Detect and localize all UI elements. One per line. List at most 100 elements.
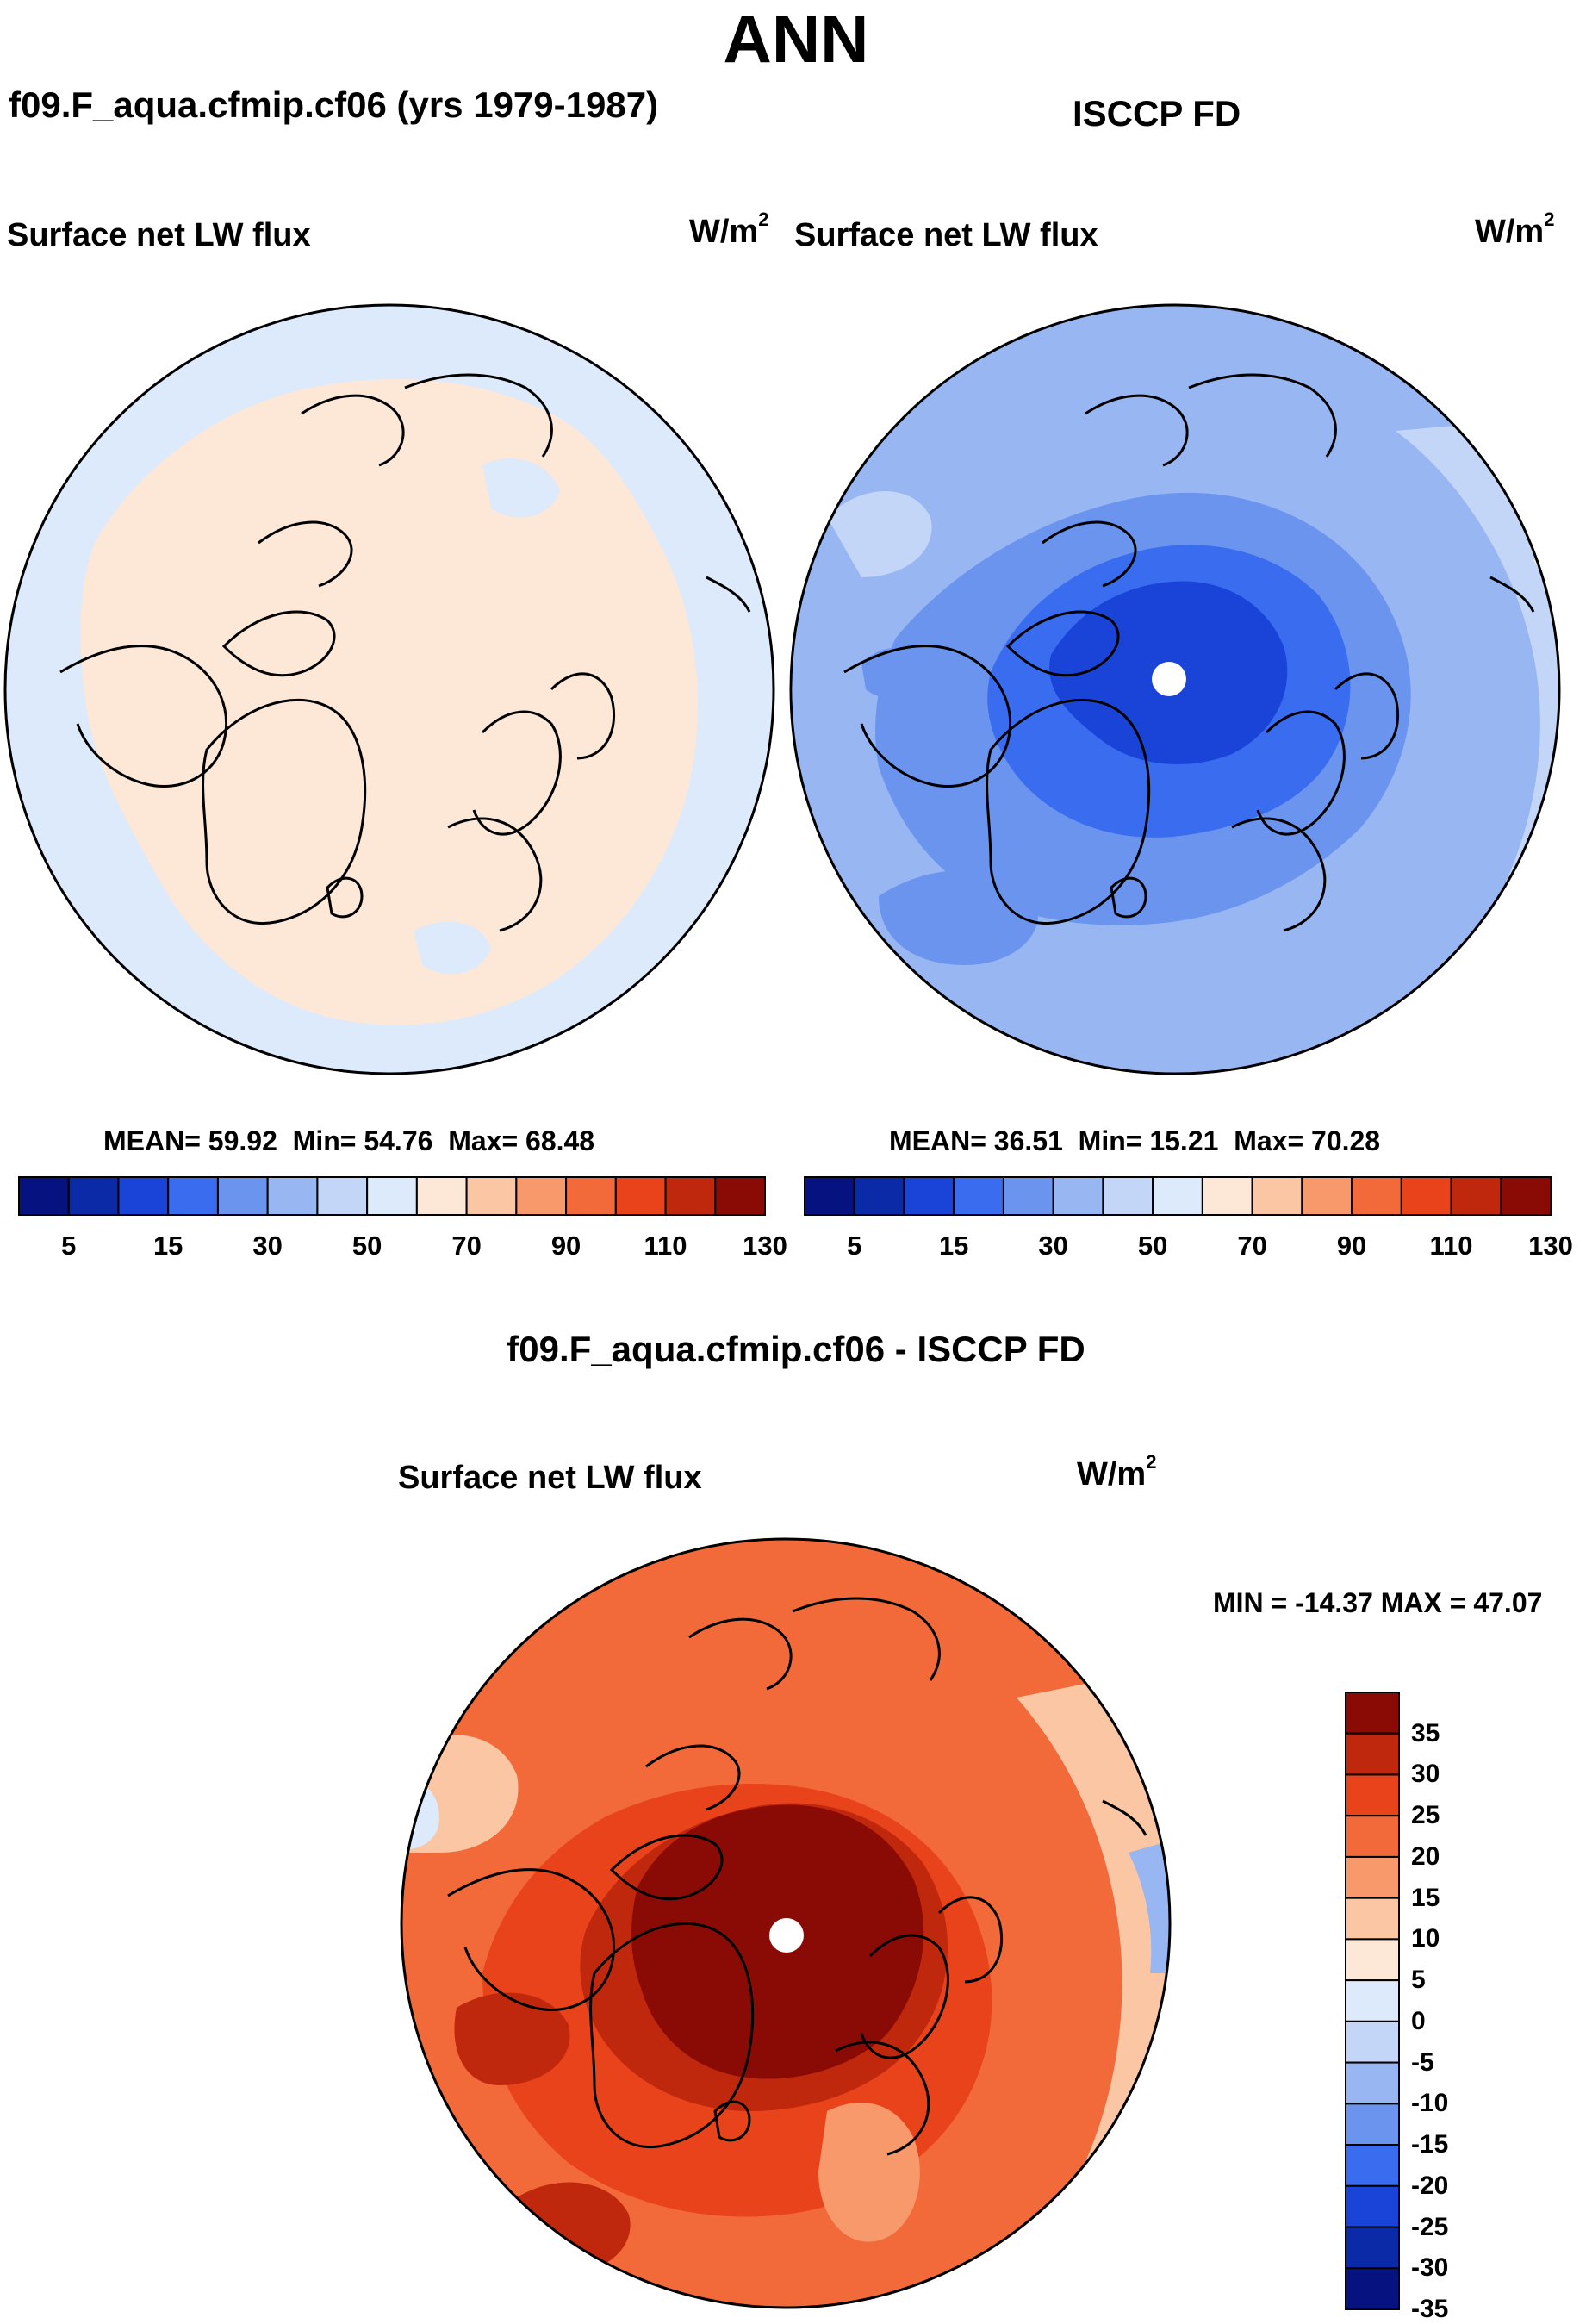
colorbar-tick-label: 110 <box>1429 1231 1473 1261</box>
colorbar-tick-label: 15 <box>938 1231 969 1261</box>
colorbar-tick-label: 90 <box>1336 1231 1367 1261</box>
colorbar-swatch <box>1345 2226 1400 2270</box>
colorbar-swatch <box>1345 2184 1400 2228</box>
colorbar-swatch <box>67 1176 120 1216</box>
obs-colorbar <box>804 1176 1552 1216</box>
colorbar-swatch <box>1400 1176 1452 1216</box>
colorbar-swatch <box>1345 2144 1400 2187</box>
colorbar-swatch <box>1251 1176 1303 1216</box>
colorbar-swatch <box>1345 1773 1400 1817</box>
colorbar-swatch <box>1002 1176 1054 1216</box>
colorbar-swatch <box>1345 2061 1400 2105</box>
colorbar-swatch <box>167 1176 219 1216</box>
diff-pole-hole <box>769 1918 804 1953</box>
colorbar-tick-label: -25 <box>1411 2212 1449 2241</box>
colorbar-swatch <box>1345 1732 1400 1776</box>
diff-minmax: MIN = -14.37 MAX = 47.07 <box>1213 1587 1543 1618</box>
colorbar-tick-label: 10 <box>1411 1924 1440 1953</box>
model-polar-map <box>3 303 775 1075</box>
diff-coastlines <box>447 1597 1147 2156</box>
obs-polar-map <box>789 303 1561 1075</box>
model-colorbar <box>18 1176 766 1216</box>
colorbar-swatch <box>804 1176 855 1216</box>
colorbar-swatch <box>1345 1855 1400 1899</box>
colorbar-tick-label: 130 <box>1528 1231 1573 1261</box>
colorbar-swatch <box>1351 1176 1402 1216</box>
colorbar-swatch <box>1345 2103 1400 2146</box>
colorbar-swatch <box>714 1176 766 1216</box>
model-units-label: W/m2 <box>689 209 769 250</box>
diff-variable-label: Surface net LW flux <box>398 1460 702 1496</box>
colorbar-tick-label: 50 <box>351 1231 382 1261</box>
colorbar-tick-label: -5 <box>1411 2047 1434 2077</box>
colorbar-swatch <box>316 1176 369 1216</box>
model-case-title: f09.F_aqua.cfmip.cf06 (yrs 1979-1987) <box>9 84 659 125</box>
colorbar-tick-label: 30 <box>1411 1760 1440 1789</box>
model-interior-field <box>80 379 698 1025</box>
colorbar-swatch <box>664 1176 717 1216</box>
obs-variable-label: Surface net LW flux <box>794 217 1098 253</box>
colorbar-tick-label: -15 <box>1411 2130 1449 2159</box>
colorbar-tick-label: 70 <box>451 1231 482 1261</box>
colorbar-tick-label: 5 <box>61 1231 77 1261</box>
model-map-border <box>3 303 775 1075</box>
colorbar-swatch <box>903 1176 955 1216</box>
colorbar-swatch <box>614 1176 667 1216</box>
colorbar-tick-label: -30 <box>1411 2253 1449 2283</box>
colorbar-swatch <box>1345 1815 1400 1858</box>
colorbar-swatch <box>1301 1176 1353 1216</box>
model-colorbar-ticks: 5 15 30 50 70 90 110 130 <box>17 1231 787 1265</box>
obs-pole-hole <box>1152 662 1186 696</box>
colorbar-swatch <box>1500 1176 1552 1216</box>
diff-polar-map <box>400 1537 1172 2309</box>
colorbar-swatch <box>117 1176 170 1216</box>
colorbar-tick-label: -35 <box>1411 2295 1449 2323</box>
main-title: ANN <box>723 1 869 77</box>
colorbar-swatch <box>266 1176 319 1216</box>
colorbar-swatch <box>1201 1176 1253 1216</box>
colorbar-swatch <box>853 1176 905 1216</box>
colorbar-swatch <box>216 1176 269 1216</box>
diff-case-title: f09.F_aqua.cfmip.cf06 - ISCCP FD <box>507 1329 1085 1369</box>
diff-cool-field <box>1129 1835 1170 1973</box>
colorbar-swatch <box>1345 1692 1400 1735</box>
colorbar-tick-label: 110 <box>644 1231 687 1261</box>
colorbar-tick-label: 130 <box>743 1231 787 1261</box>
colorbar-tick-label: 30 <box>1038 1231 1068 1261</box>
obs-units-label: W/m2 <box>1475 209 1555 250</box>
colorbar-tick-label: 30 <box>252 1231 283 1261</box>
colorbar-swatch <box>1345 2020 1400 2064</box>
colorbar-tick-label: 15 <box>152 1231 183 1261</box>
diff-units-label: W/m2 <box>1077 1451 1157 1492</box>
colorbar-swatch <box>565 1176 617 1216</box>
colorbar-tick-label: 20 <box>1411 1841 1440 1871</box>
colorbar-tick-label: 0 <box>1411 2006 1426 2035</box>
colorbar-swatch <box>1345 2267 1400 2310</box>
obs-stats: MEAN= 36.51 Min= 15.21 Max= 70.28 <box>889 1125 1381 1156</box>
colorbar-swatch <box>1345 1979 1400 2022</box>
diff-colorbar-ticks: 35 30 25 20 15 10 5 0 -5 -10 -15 -20 -25 -30 -35 <box>1411 1691 1514 2323</box>
colorbar-swatch <box>1052 1176 1104 1216</box>
colorbar-tick-label: -20 <box>1411 2171 1449 2200</box>
colorbar-swatch <box>1450 1176 1502 1216</box>
colorbar-swatch <box>1102 1176 1154 1216</box>
colorbar-tick-label: 50 <box>1137 1231 1168 1261</box>
colorbar-swatch <box>366 1176 418 1216</box>
diff-map-border <box>400 1537 1172 2309</box>
colorbar-swatch <box>953 1176 1004 1216</box>
colorbar-swatch <box>465 1176 518 1216</box>
model-stats: MEAN= 59.92 Min= 54.76 Max= 68.48 <box>103 1125 595 1156</box>
colorbar-swatch <box>515 1176 568 1216</box>
colorbar-tick-label: 15 <box>1411 1883 1440 1912</box>
obs-colorbar-ticks: 5 15 30 50 70 90 110 130 <box>803 1231 1573 1265</box>
obs-case-title: ISCCP FD <box>1073 93 1241 134</box>
model-coastlines <box>59 373 751 932</box>
colorbar-swatch <box>1152 1176 1203 1216</box>
colorbar-swatch <box>18 1176 70 1216</box>
colorbar-swatch <box>415 1176 468 1216</box>
colorbar-tick-label: -10 <box>1411 2089 1449 2118</box>
colorbar-tick-label: 70 <box>1237 1231 1267 1261</box>
model-variable-label: Surface net LW flux <box>7 217 311 253</box>
colorbar-tick-label: 35 <box>1411 1718 1440 1748</box>
